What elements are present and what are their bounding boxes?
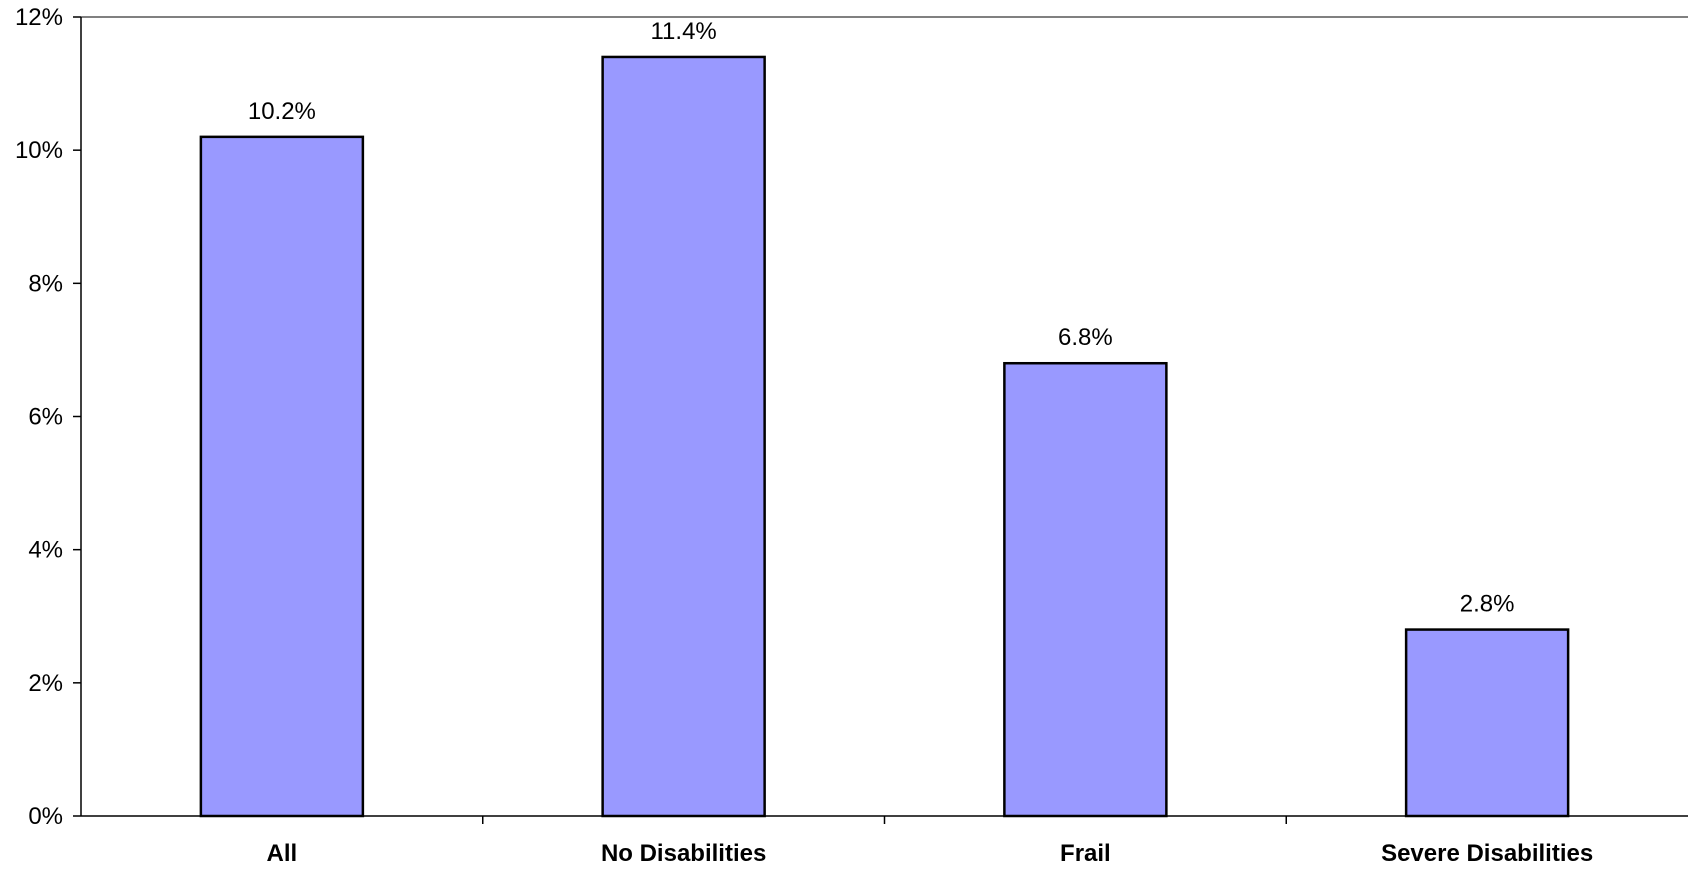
y-tick-label: 0% bbox=[28, 803, 63, 830]
x-category-label: Severe Disabilities bbox=[1381, 840, 1593, 867]
y-tick-label: 12% bbox=[15, 4, 63, 31]
bar bbox=[199, 135, 365, 818]
x-category-label: All bbox=[267, 840, 298, 867]
bars-group bbox=[199, 55, 1570, 818]
x-category-label: No Disabilities bbox=[601, 840, 766, 867]
y-tick-label: 6% bbox=[28, 404, 63, 431]
data-label: 2.8% bbox=[1460, 591, 1515, 618]
y-tick-label: 10% bbox=[15, 137, 63, 164]
bar bbox=[1404, 628, 1570, 818]
data-label: 10.2% bbox=[248, 98, 316, 125]
labels-group: 0% 2% 4% 6% 8% 10% 12% 10.2% All 11.4% No Disabili… bbox=[15, 4, 1593, 867]
y-tick-label: 4% bbox=[28, 537, 63, 564]
x-category-label: Frail bbox=[1060, 840, 1111, 867]
bar bbox=[601, 55, 766, 818]
y-tick-label: 2% bbox=[28, 670, 63, 697]
y-tick-label: 8% bbox=[28, 270, 63, 297]
bar bbox=[1003, 361, 1168, 818]
axes-group bbox=[73, 16, 1688, 824]
data-label: 11.4% bbox=[650, 18, 716, 45]
data-label: 6.8% bbox=[1058, 324, 1113, 351]
